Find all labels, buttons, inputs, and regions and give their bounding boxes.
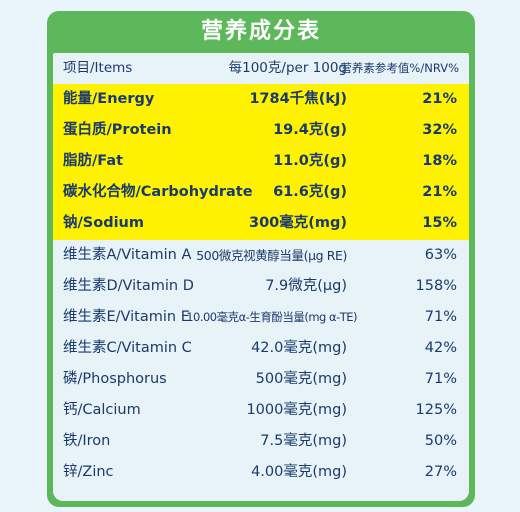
table-row: 钙/Calcium 1000毫克(mg) 125% <box>53 395 469 426</box>
nutrient-name: 能量/Energy <box>63 91 155 107</box>
nutrient-name: 维生素C/Vitamin C <box>63 340 192 356</box>
nutrient-nrv: 42% <box>424 340 457 356</box>
table-row: 能量/Energy 1784千焦(kJ) 21% <box>53 84 469 115</box>
nutrient-nrv: 21% <box>422 91 457 107</box>
nutrient-amount: 500微克视黄醇当量(μg RE) <box>196 248 347 263</box>
table-row: 脂肪/Fat 11.0克(g) 18% <box>53 146 469 177</box>
nutrient-nrv: 18% <box>422 153 457 169</box>
nutrient-nrv: 27% <box>424 464 457 480</box>
nutrition-table: 项目/Items 每100克/per 100g 营养素参考值%/NRV% 能量/… <box>53 53 469 501</box>
table-row: 铁/Iron 7.5毫克(mg) 50% <box>53 426 469 457</box>
nutrient-nrv: 50% <box>424 433 457 449</box>
nutrient-amount: 500毫克(mg) <box>255 371 347 387</box>
nutrient-nrv: 32% <box>422 122 457 138</box>
nutrient-name: 钙/Calcium <box>63 402 141 418</box>
nutrient-amount: 10.00毫克α-生育酚当量(mg α-TE) <box>186 310 357 324</box>
nutrient-amount: 1784千焦(kJ) <box>249 91 347 107</box>
nutrient-amount: 4.00毫克(mg) <box>251 464 347 480</box>
table-row: 钠/Sodium 300毫克(mg) 15% <box>53 208 469 239</box>
nutrient-nrv: 158% <box>415 278 457 294</box>
table-row: 碳水化合物/Carbohydrate 61.6克(g) 21% <box>53 177 469 208</box>
table-row: 维生素E/Vitamin E 10.00毫克α-生育酚当量(mg α-TE) 7… <box>53 302 469 333</box>
nutrient-nrv: 125% <box>415 402 457 418</box>
nutrient-name: 维生素E/Vitamin E <box>63 309 190 325</box>
nutrient-amount: 11.0克(g) <box>273 153 347 169</box>
table-title: 营养成分表 <box>200 19 321 44</box>
nutrient-name: 维生素D/Vitamin D <box>63 278 194 294</box>
nutrient-amount: 7.9微克(μg) <box>265 278 347 294</box>
nutrition-facts-panel: 营养成分表 项目/Items 每100克/per 100g 营养素参考值%/NR… <box>47 11 475 507</box>
nutrient-nrv: 15% <box>422 215 457 231</box>
nutrient-amount: 1000毫克(mg) <box>246 402 347 418</box>
table-row: 锌/Zinc 4.00毫克(mg) 27% <box>53 457 469 488</box>
table-header-row: 项目/Items 每100克/per 100g 营养素参考值%/NRV% <box>53 53 469 83</box>
nutrient-name: 蛋白质/Protein <box>63 122 172 138</box>
header-items: 项目/Items <box>63 60 133 76</box>
nutrient-amount: 61.6克(g) <box>273 184 347 200</box>
nutrient-amount: 7.5毫克(mg) <box>260 433 347 449</box>
table-row: 维生素A/Vitamin A 500微克视黄醇当量(μg RE) 63% <box>53 240 469 271</box>
nutrient-nrv: 21% <box>422 184 457 200</box>
nutrient-amount: 300毫克(mg) <box>248 215 347 231</box>
nutrient-name: 铁/Iron <box>63 433 111 449</box>
nutrient-nrv: 71% <box>424 309 457 325</box>
nutrient-amount: 19.4克(g) <box>273 122 347 138</box>
nutrient-nrv: 71% <box>424 371 457 387</box>
header-nrv: 营养素参考值%/NRV% <box>340 61 459 75</box>
table-row: 维生素C/Vitamin C 42.0毫克(mg) 42% <box>53 333 469 364</box>
nutrient-name: 碳水化合物/Carbohydrate <box>63 184 253 200</box>
table-row: 蛋白质/Protein 19.4克(g) 32% <box>53 115 469 146</box>
nutrient-name: 钠/Sodium <box>63 215 144 231</box>
nutrient-amount: 42.0毫克(mg) <box>251 340 347 356</box>
nutrient-name: 锌/Zinc <box>63 464 114 480</box>
table-row: 维生素D/Vitamin D 7.9微克(μg) 158% <box>53 271 469 302</box>
table-row: 磷/Phosphorus 500毫克(mg) 71% <box>53 364 469 395</box>
header-per-100g: 每100克/per 100g <box>228 60 347 76</box>
core-nutrients-highlight <box>53 84 469 240</box>
nutrient-nrv: 63% <box>424 247 457 263</box>
nutrient-name: 脂肪/Fat <box>63 153 124 169</box>
nutrient-name: 磷/Phosphorus <box>63 371 167 387</box>
nutrient-name: 维生素A/Vitamin A <box>63 247 192 263</box>
